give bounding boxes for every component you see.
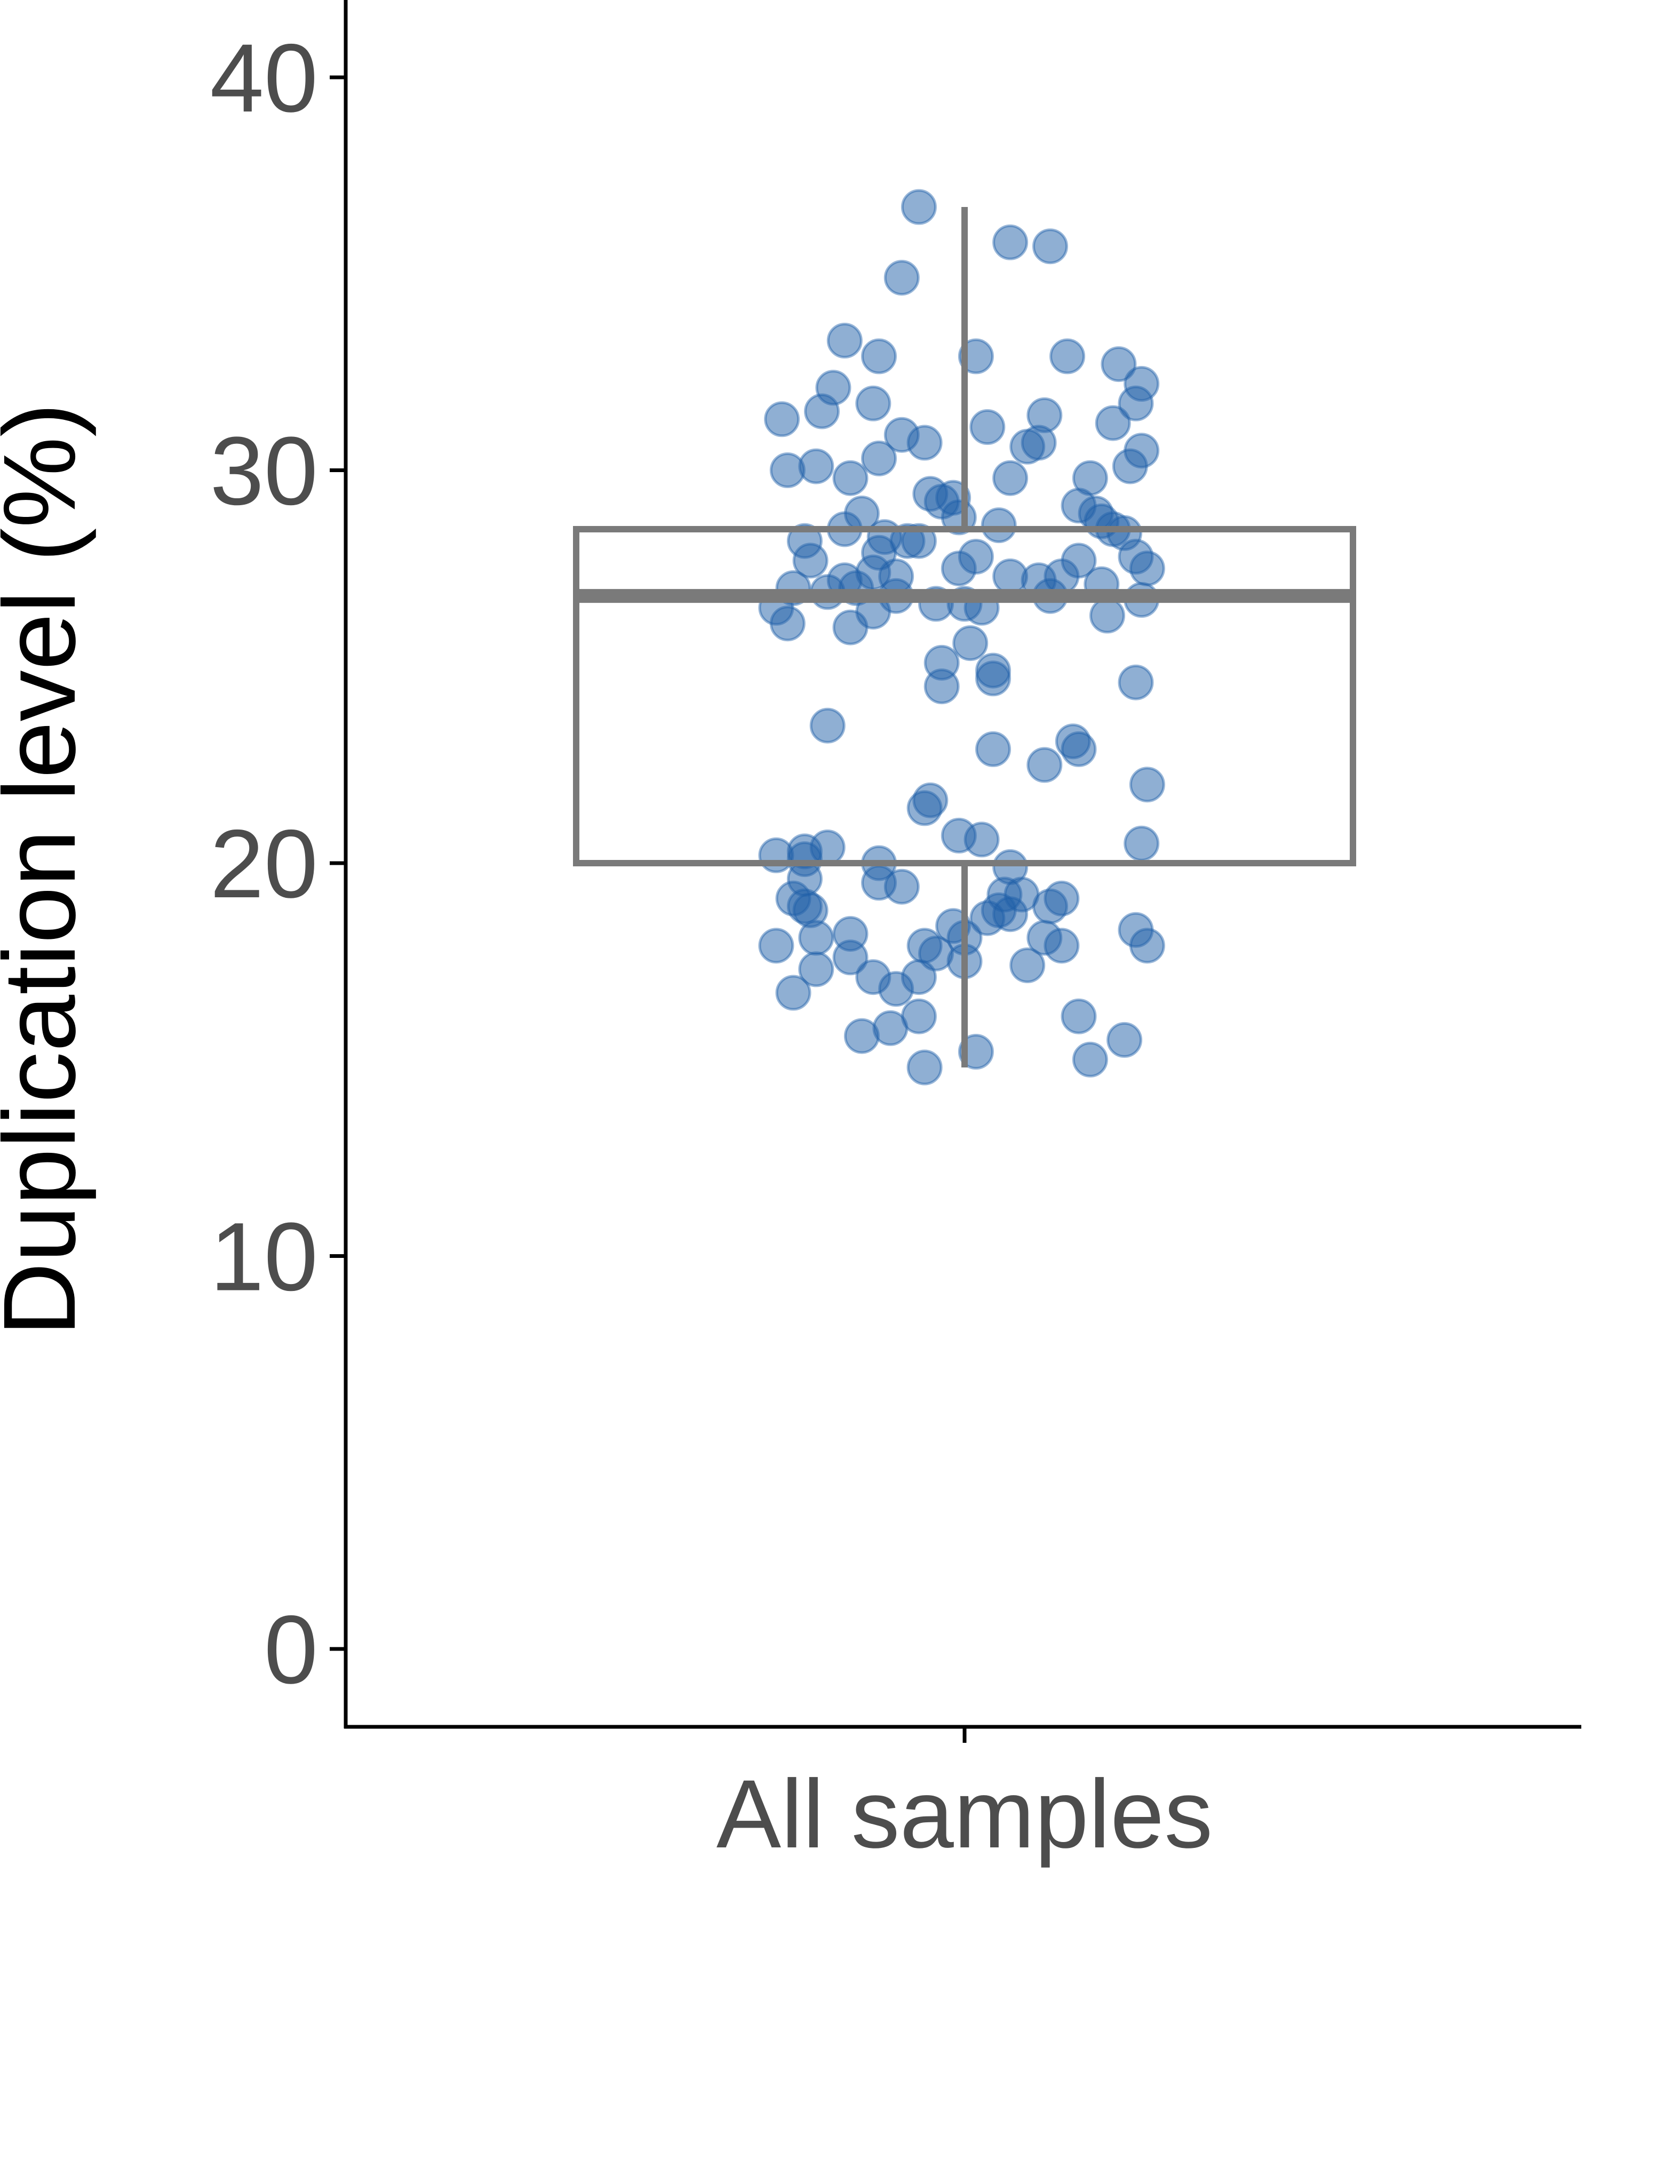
data-point — [969, 900, 1006, 936]
data-point — [981, 507, 1017, 544]
data-point — [906, 790, 943, 826]
data-point — [861, 440, 897, 476]
data-point — [1118, 385, 1154, 421]
data-point — [1026, 747, 1063, 783]
data-point — [906, 1049, 943, 1086]
data-point — [775, 975, 811, 1011]
data-point — [1072, 1041, 1108, 1078]
data-point — [883, 868, 920, 905]
data-point — [901, 998, 937, 1034]
data-point — [901, 189, 937, 225]
y-tick-label: 0 — [264, 1595, 318, 1704]
data-point — [1129, 928, 1165, 964]
data-point — [1106, 1022, 1143, 1058]
data-point — [769, 452, 806, 488]
data-point — [975, 731, 1011, 767]
data-point — [952, 625, 989, 661]
x-tick-label: All samples — [716, 1759, 1213, 1868]
y-axis-title: Duplication level (%) — [0, 403, 97, 1336]
data-point — [906, 425, 943, 461]
data-point — [1089, 597, 1125, 634]
data-point — [832, 609, 869, 645]
data-point — [792, 543, 829, 579]
data-point — [1032, 888, 1068, 924]
data-point — [1044, 928, 1080, 964]
data-point — [1009, 947, 1046, 983]
data-point — [878, 971, 914, 1007]
data-point — [889, 523, 926, 559]
data-point — [843, 1018, 880, 1054]
data-point — [826, 323, 863, 358]
data-point — [969, 409, 1006, 445]
data-point — [1061, 731, 1097, 767]
data-point — [832, 460, 869, 496]
data-point — [1101, 346, 1137, 382]
data-point — [975, 652, 1011, 689]
data-point — [809, 707, 846, 744]
data-point — [798, 951, 834, 987]
data-point — [1118, 664, 1154, 700]
data-point — [923, 668, 960, 705]
data-point — [1129, 551, 1165, 587]
data-point — [941, 551, 977, 587]
data-point — [769, 605, 806, 642]
data-point — [1112, 448, 1148, 484]
data-point — [855, 385, 891, 421]
data-point — [1095, 405, 1131, 441]
data-point — [1009, 428, 1046, 465]
data-point — [1032, 228, 1068, 265]
data-point — [1061, 543, 1097, 579]
data-point — [964, 822, 1000, 858]
data-point — [861, 338, 897, 374]
y-tick-label: 40 — [210, 23, 318, 132]
data-point — [992, 224, 1029, 260]
data-points-layer — [758, 189, 1165, 1086]
data-point — [798, 920, 834, 956]
data-point — [1124, 825, 1160, 862]
data-point — [992, 460, 1029, 496]
data-point — [1129, 767, 1165, 803]
axes-layer: 0 10 20 30 40 All samples — [210, 0, 1581, 1868]
data-point — [804, 393, 840, 429]
box-plot-layer — [573, 207, 1356, 1067]
data-point — [883, 260, 920, 296]
data-point — [1049, 338, 1086, 374]
data-point — [764, 401, 800, 437]
y-tick-label: 20 — [210, 809, 318, 918]
y-tick-label: 30 — [210, 417, 318, 525]
box-iqr — [573, 525, 1356, 866]
y-tick-label: 10 — [210, 1202, 318, 1311]
data-point — [758, 928, 794, 964]
data-point — [1061, 998, 1097, 1034]
data-point — [832, 939, 869, 976]
